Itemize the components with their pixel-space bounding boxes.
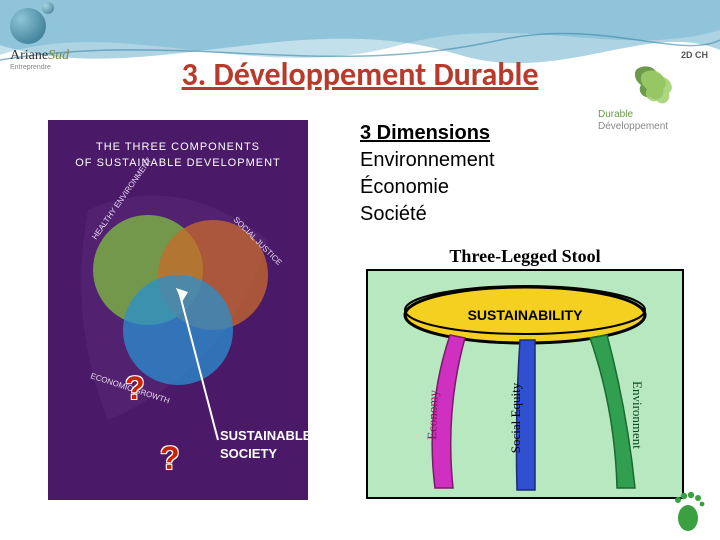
stool-title: Three-Legged Stool bbox=[449, 246, 600, 266]
dim-item-2: Économie bbox=[360, 174, 495, 201]
leg-label-social: Social Equity bbox=[508, 382, 523, 453]
venn-center-2: SOCIETY bbox=[220, 446, 277, 461]
dim-item-1: Environnement bbox=[360, 147, 495, 174]
logo2-line2: Durable bbox=[598, 109, 708, 121]
dimensions-block: 3 Dimensions Environnement Économie Soci… bbox=[360, 120, 495, 228]
bubble-icon bbox=[10, 8, 46, 44]
venn-title1: THE THREE COMPONENTS bbox=[96, 141, 260, 153]
question-mark-icon: ? bbox=[125, 370, 145, 407]
dim-item-3: Société bbox=[360, 201, 495, 228]
slide-title: 3. Développement Durable bbox=[0, 55, 720, 94]
footprint-icon bbox=[670, 488, 706, 532]
question-mark-icon: ? bbox=[160, 440, 180, 477]
venn-center-1: SUSTAINABLE bbox=[220, 428, 308, 443]
stool-seat-label: SUSTAINABILITY bbox=[468, 307, 584, 323]
stool-figure: Three-Legged Stool SUSTAINABILITY Econom… bbox=[365, 240, 685, 500]
venn-title2: OF SUSTAINABLE DEVELOPMENT bbox=[75, 157, 281, 169]
dimensions-header: 3 Dimensions bbox=[360, 120, 495, 147]
logo2-line3: Développement bbox=[598, 121, 708, 133]
leg-label-economy: Economy bbox=[424, 389, 441, 440]
leg-label-environment: Environment bbox=[630, 381, 645, 449]
